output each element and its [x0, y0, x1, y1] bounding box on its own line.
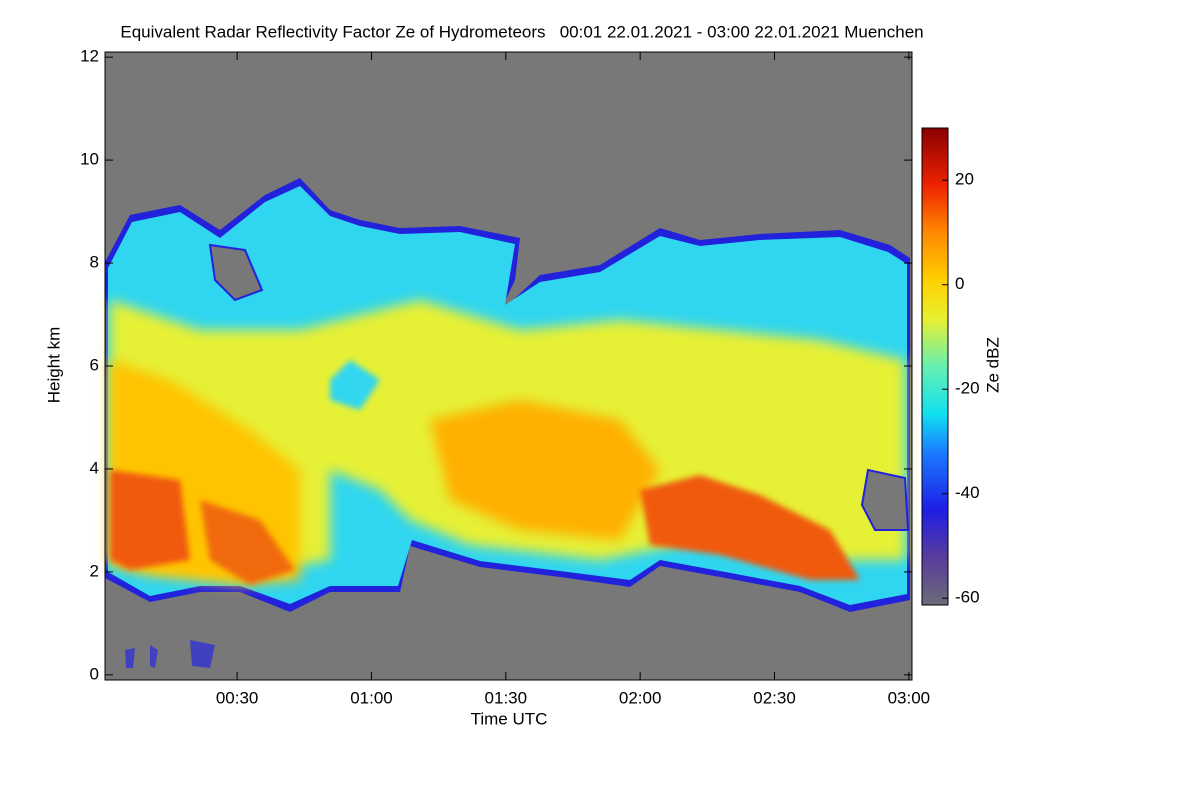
y-tick-label: 4	[90, 458, 99, 477]
x-tick-label: 01:30	[485, 688, 528, 707]
y-tick-label: 0	[90, 664, 99, 683]
x-tick-label: 02:00	[619, 688, 662, 707]
cloud-gap	[860, 468, 910, 531]
colorbar-tick-label: 0	[955, 274, 964, 293]
cloud-orange	[430, 400, 660, 540]
colorbar-tick-label: 20	[955, 170, 974, 189]
x-tick-label: 02:30	[753, 688, 796, 707]
y-axis-label: Height km	[44, 327, 63, 404]
cloud-red	[200, 500, 295, 585]
y-tick-label: 10	[80, 150, 99, 169]
x-axis-label: Time UTC	[471, 709, 548, 728]
x-tick-label: 00:30	[216, 688, 259, 707]
cloud-red	[640, 475, 860, 580]
colorbar-tick-label: -20	[955, 379, 980, 398]
chart-title: Equivalent Radar Reflectivity Factor Ze …	[120, 22, 923, 41]
heatmap-field	[104, 51, 913, 681]
cloud-cyan	[330, 360, 380, 410]
x-tick-label: 03:00	[888, 688, 931, 707]
y-tick-label: 8	[90, 253, 99, 272]
colorbar-tick-label: -60	[955, 588, 980, 607]
y-tick-label: 2	[90, 561, 99, 580]
y-tick-label: 6	[90, 355, 99, 374]
cloud-red	[110, 470, 190, 570]
cloud-gap	[208, 243, 264, 302]
low-echo	[125, 640, 215, 668]
colorbar-tick-label: -40	[955, 483, 980, 502]
x-tick-label: 01:00	[350, 688, 393, 707]
colorbar	[921, 127, 949, 606]
y-tick-label: 12	[80, 47, 99, 66]
colorbar-label: Ze dBZ	[983, 337, 1002, 393]
